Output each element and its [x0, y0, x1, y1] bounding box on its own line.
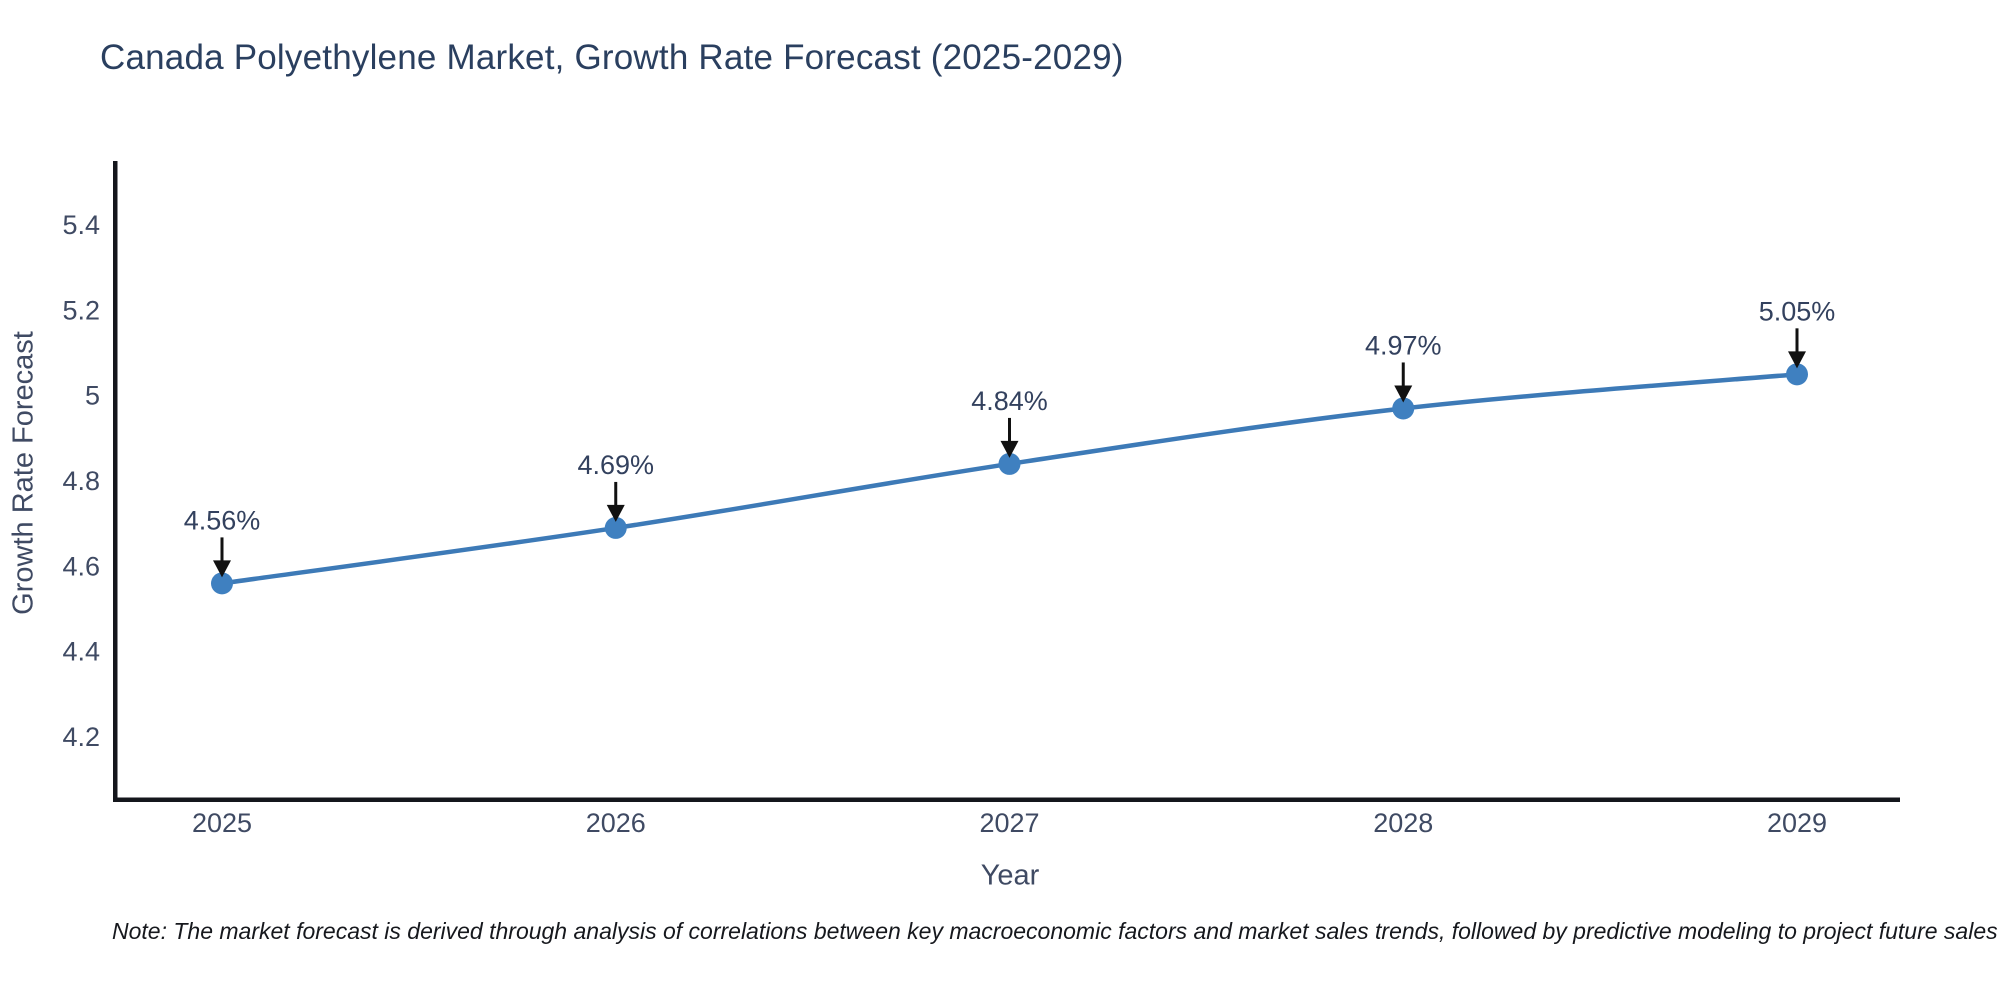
data-point-marker [1392, 397, 1415, 420]
x-tick-label: 2028 [1373, 808, 1433, 838]
point-annotation-label: 4.84% [971, 386, 1048, 416]
y-tick-label: 4.2 [62, 722, 100, 752]
x-tick-label: 2026 [586, 808, 646, 838]
data-point-marker [211, 572, 233, 595]
y-tick-label: 5.4 [62, 210, 100, 240]
point-annotation-label: 4.69% [577, 450, 654, 480]
data-point-marker [998, 452, 1021, 475]
y-axis-line [113, 161, 118, 802]
point-annotation-label: 4.97% [1365, 330, 1442, 360]
annotation-arrow-head [606, 504, 625, 522]
y-tick-label: 4.8 [62, 466, 100, 496]
x-axis-title: Year [980, 859, 1040, 892]
data-point-marker [1786, 363, 1808, 386]
y-tick-label: 4.4 [62, 637, 100, 667]
x-axis-line [113, 797, 1900, 802]
point-annotation-label: 4.56% [184, 505, 261, 535]
annotation-arrow-head [213, 560, 231, 578]
footnote-text: Note: The market forecast is derived thr… [112, 918, 1998, 944]
annotation-arrow-head [1000, 440, 1019, 458]
point-annotation-label: 5.05% [1759, 296, 1836, 326]
y-tick-label: 5 [85, 381, 100, 411]
x-tick-label: 2027 [979, 808, 1039, 838]
x-tick-label: 2025 [192, 808, 252, 838]
y-tick-label: 4.6 [62, 551, 100, 581]
y-tick-label: 5.2 [62, 295, 100, 325]
chart-title: Canada Polyethylene Market, Growth Rate … [100, 38, 1124, 77]
x-tick-label: 2029 [1767, 808, 1827, 838]
annotation-arrow-head [1788, 351, 1806, 369]
data-point-marker [604, 516, 627, 539]
annotation-arrow-head [1394, 385, 1413, 403]
